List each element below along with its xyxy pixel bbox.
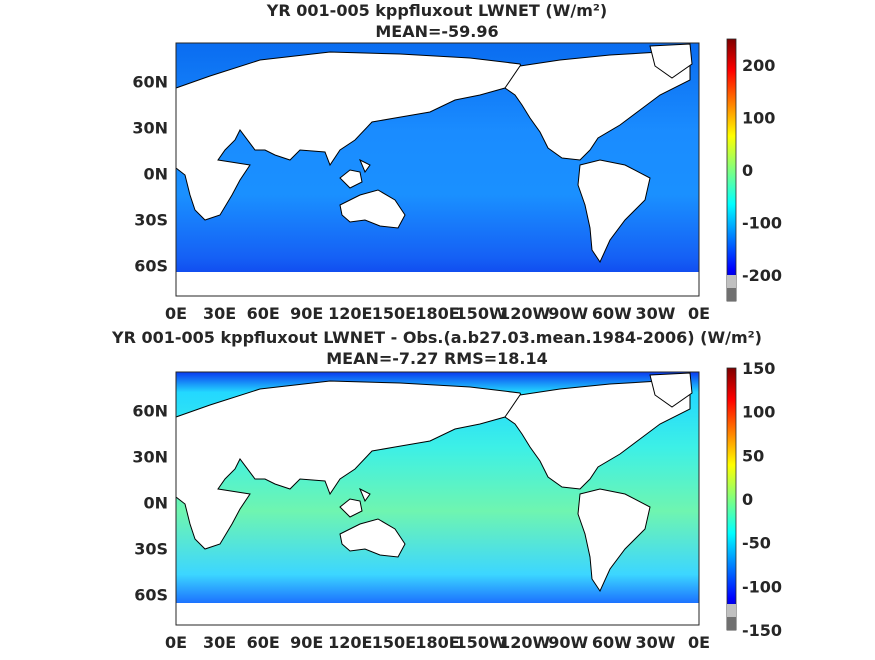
panel-2-map-border — [175, 371, 700, 626]
panel-1-colorbar-bar — [726, 38, 737, 302]
panel-2-colorbar-tick: 0 — [742, 490, 753, 509]
panel-1-map — [175, 42, 700, 297]
panel-1-ytick: 30N — [132, 118, 168, 137]
panel-2-ytick: 30N — [132, 447, 168, 466]
panel-1-ytick: 0N — [143, 164, 168, 183]
panel-2-title: YR 001-005 kppfluxout LWNET - Obs.(a.b27… — [111, 328, 762, 347]
panel-2-colorbar-tick: -50 — [742, 534, 771, 553]
panel-2-ytick: 30S — [134, 539, 168, 558]
panel-2-ytick: 0N — [143, 493, 168, 512]
panel-1-xtick: 120E — [328, 304, 372, 323]
panel-1-colorbar-tick: -100 — [742, 213, 782, 232]
panel-1-ytick: 30S — [134, 210, 168, 229]
panel-1-xtick: 150E — [372, 304, 416, 323]
panel-1-subtitle: MEAN=-59.96 — [375, 22, 498, 41]
panel-1-colorbar-tick: 0 — [742, 161, 753, 180]
panel-1-xtick: 30W — [635, 304, 675, 323]
panel-2-xtick: 120E — [328, 633, 372, 652]
panel-2-xtick: 90E — [290, 633, 323, 652]
panel-2-colorbar-bar — [726, 367, 737, 631]
panel-2-xtick: 150W — [456, 633, 507, 652]
panel-2-colorbar-tick: -100 — [742, 577, 782, 596]
panel-1-colorbar-undef — [727, 275, 736, 288]
panel-2-colorbar — [726, 367, 737, 631]
panel-1-xtick: 60E — [247, 304, 280, 323]
panel-1-xtick: 60W — [592, 304, 632, 323]
panel-1-map-border — [175, 42, 700, 297]
panel-1-xtick: 90W — [548, 304, 588, 323]
panel-1-xtick: 30E — [203, 304, 236, 323]
panel-1-colorbar-tick: -200 — [742, 266, 782, 285]
panel-2-xtick: 60E — [247, 633, 280, 652]
panel-2-map — [175, 371, 700, 626]
panel-2-xtick: 150E — [372, 633, 416, 652]
panel-1-xtick: 180E — [415, 304, 459, 323]
panel-2: YR 001-005 kppfluxout LWNET - Obs.(a.b27… — [111, 328, 782, 652]
panel-2-xtick: 0E — [688, 633, 710, 652]
panel-1: YR 001-005 kppfluxout LWNET (W/m²) MEAN=… — [132, 1, 782, 323]
panel-2-xtick: 90W — [548, 633, 588, 652]
panel-1-title: YR 001-005 kppfluxout LWNET (W/m²) — [266, 1, 607, 20]
panel-1-colorbar-tick: 100 — [742, 109, 775, 128]
panel-2-colorbar-land — [727, 617, 736, 630]
panel-2-ytick: 60S — [134, 585, 168, 604]
panel-1-xtick: 120W — [499, 304, 550, 323]
panel-2-xtick: 30W — [635, 633, 675, 652]
panel-2-xtick: 30E — [203, 633, 236, 652]
panel-1-land — [175, 43, 699, 296]
panel-2-subtitle: MEAN=-7.27 RMS=18.14 — [326, 349, 548, 368]
panel-1-xtick: 0E — [688, 304, 710, 323]
panel-2-colorbar-tick: 100 — [742, 403, 775, 422]
panel-2-colorbar-tick: 150 — [742, 359, 775, 378]
panel-1-xtick: 150W — [456, 304, 507, 323]
panel-1-colorbar — [726, 38, 737, 302]
panel-1-ytick: 60N — [132, 72, 168, 91]
panel-2-colorbar-undef — [727, 604, 736, 617]
panel-2-land — [175, 372, 699, 625]
panel-1-xtick: 0E — [165, 304, 187, 323]
panel-2-xtick: 120W — [499, 633, 550, 652]
panel-1-ytick: 60S — [134, 256, 168, 275]
panel-1-colorbar-tick: 200 — [742, 56, 775, 75]
panel-2-colorbar-tick: 50 — [742, 446, 764, 465]
panel-1-xtick: 90E — [290, 304, 323, 323]
panel-2-xtick: 60W — [592, 633, 632, 652]
panel-2-colorbar-tick: -150 — [742, 621, 782, 640]
panel-1-colorbar-land — [727, 288, 736, 301]
panel-2-ytick: 60N — [132, 401, 168, 420]
panel-2-xtick: 180E — [415, 633, 459, 652]
panel-2-xtick: 0E — [165, 633, 187, 652]
